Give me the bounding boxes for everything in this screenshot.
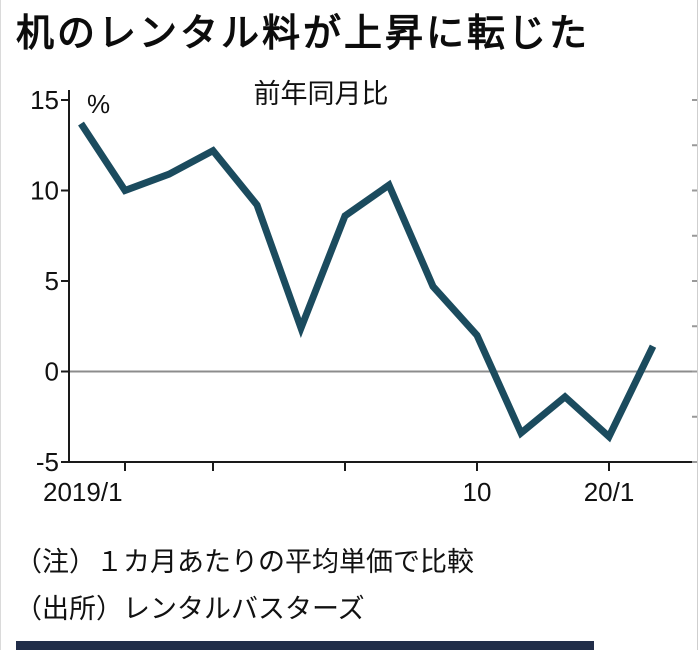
y-axis-label: -5 <box>36 447 59 477</box>
y-axis-label: 10 <box>30 176 59 206</box>
x-axis-label: 20/1 <box>584 477 635 507</box>
chart-source: （出所）レンタルバスターズ <box>15 594 365 624</box>
cropped-bottom-element <box>16 641 594 650</box>
y-axis-label: 0 <box>45 357 59 387</box>
chart-note: （注）１カ月あたりの平均単価で比較 <box>15 547 474 577</box>
x-axis-label: 2019/1 <box>43 477 123 507</box>
y-axis-label: 15 <box>30 85 59 115</box>
y-axis-label: 5 <box>45 266 59 296</box>
chart-subtitle: 前年同月比 <box>253 79 389 109</box>
chart-title: 机のレンタル料が上昇に転じた <box>16 13 591 55</box>
unit-label: % <box>87 89 110 119</box>
x-axis-label: 10 <box>463 477 492 507</box>
rental-rate-series-line <box>78 121 657 443</box>
